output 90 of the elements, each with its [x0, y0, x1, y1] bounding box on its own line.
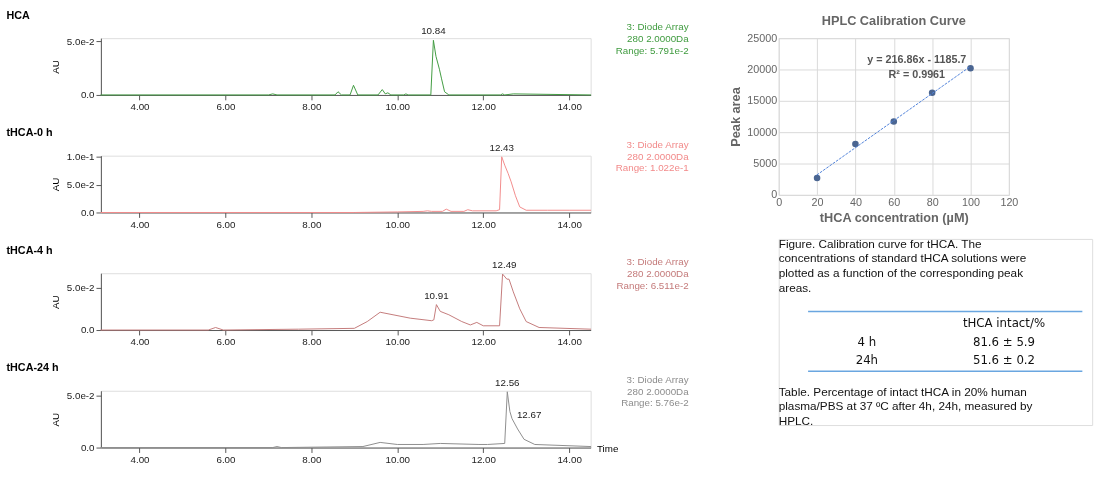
y-tick-label: 5000: [753, 156, 778, 169]
x-tick-label: 8.00: [302, 453, 322, 465]
text: 280 2.0000Da: [627, 385, 690, 397]
annotation: y = 216.86x - 1185.7: [867, 53, 967, 66]
x-tick-label: 14.00: [557, 453, 583, 465]
annotation: 10.91: [424, 289, 449, 301]
x-tick-label: 6.00: [216, 101, 237, 113]
y-tick-label: 10000: [747, 125, 778, 138]
text: Range: 5.791e-2: [615, 44, 689, 56]
text: Table. Percentage of intact tHCA in 20% human plasma/PBS at 37 ºC after 4h, 24h, measured by HPLC.: [778, 384, 1033, 428]
x-tick-label: 100: [962, 196, 980, 209]
text: 280 2.0000Da: [627, 268, 690, 280]
y-tick-label: 15000: [747, 94, 778, 107]
annotation: 12.43: [489, 141, 515, 153]
text: 3: Diode Array: [626, 373, 689, 385]
y-tick-label: 0.0: [80, 324, 96, 336]
y-axis-title: Peak area: [728, 86, 744, 147]
line-series: [100, 391, 592, 449]
x-tick-label: 14.00: [557, 101, 583, 113]
x-tick-label: 4.00: [130, 453, 151, 465]
chart-title: tHCA-4 h: [6, 243, 53, 256]
y-axis-title: AU: [49, 295, 61, 309]
y-axis-title: AU: [49, 60, 61, 74]
text: Range: 1.022e-1: [615, 162, 689, 174]
annotation: R² = 0.9961: [888, 67, 946, 80]
x-tick-label: 10.00: [385, 218, 411, 230]
point: [852, 140, 859, 148]
text: 3: Diode Array: [626, 138, 689, 150]
text: 81.6 ± 5.9: [972, 334, 1036, 349]
x-tick-label: 20: [811, 196, 824, 209]
text: 51.6 ± 0.2: [972, 353, 1036, 368]
x-axis-title: Time: [597, 442, 619, 454]
x-axis-title: tHCA concentration (µM): [819, 209, 969, 225]
annotation: 12.49: [492, 259, 517, 271]
text: 3: Diode Array: [626, 21, 689, 33]
y-tick-label: 5.0e-2: [66, 282, 95, 294]
y-tick-label: 5.0e-2: [66, 35, 95, 47]
text: 4 h: [857, 334, 877, 349]
x-tick-label: 12.00: [471, 336, 497, 348]
x-tick-label: 10.00: [385, 453, 411, 465]
x-tick-label: 60: [888, 196, 901, 209]
y-tick-label: 0.0: [80, 89, 96, 101]
x-tick-label: 4.00: [130, 101, 151, 113]
y-tick-label: 0: [771, 188, 778, 201]
x-tick-label: 4.00: [130, 336, 151, 348]
annotation: 12.67: [516, 408, 542, 420]
x-tick-label: 40: [849, 196, 862, 209]
text: 280 2.0000Da: [627, 33, 690, 45]
text: Range: 5.76e-2: [621, 397, 689, 409]
text: 280 2.0000Da: [627, 150, 690, 162]
x-tick-label: 6.00: [216, 453, 237, 465]
text: 3: Diode Array: [626, 256, 689, 268]
y-tick-label: 5.0e-2: [66, 390, 95, 402]
chart-title: HPLC Calibration Curve: [821, 13, 966, 29]
x-tick-label: 10.00: [385, 336, 411, 348]
point: [813, 174, 821, 182]
x-tick-label: 8.00: [302, 101, 322, 113]
line-series: [100, 39, 592, 96]
x-tick-label: 6.00: [216, 218, 237, 230]
y-axis-title: AU: [49, 177, 61, 192]
y-tick-label: 1.0e-1: [66, 151, 95, 163]
chart-title: tHCA-0 h: [6, 126, 53, 139]
text: Range: 6.511e-2: [616, 279, 689, 291]
x-tick-label: 14.00: [557, 336, 583, 348]
y-axis-title: AU: [49, 412, 61, 427]
annotation: 12.56: [495, 376, 521, 388]
chart-title: tHCA-24 h: [6, 361, 59, 374]
x-tick-label: 12.00: [471, 218, 497, 230]
annotation: 10.84: [421, 25, 447, 37]
y-tick-label: 0.0: [80, 206, 96, 218]
x-tick-label: 8.00: [302, 336, 322, 348]
x-tick-label: 6.00: [216, 336, 237, 348]
y-tick-label: 20000: [747, 62, 778, 75]
y-tick-label: 0.0: [80, 442, 96, 453]
text: Figure. Calibration curve for tHCA. The concentrations of standard tHCA solutions were plotted as a function of the corresponding peak areas.: [778, 236, 1027, 294]
x-tick-label: 12.00: [471, 101, 497, 113]
x-tick-label: 10.00: [385, 101, 411, 113]
y-tick-label: 25000: [747, 31, 778, 44]
x-tick-label: 12.00: [471, 453, 497, 465]
x-tick-label: 4.00: [130, 218, 151, 230]
line-series: [100, 273, 592, 331]
x-tick-label: 8.00: [302, 218, 322, 230]
chart-title: HCA: [6, 8, 31, 21]
text: 24h: [855, 353, 879, 368]
x-tick-label: 120: [1000, 196, 1019, 209]
x-tick-label: 14.00: [557, 218, 583, 230]
text: tHCA intact/%: [962, 316, 1046, 331]
y-tick-label: 5.0e-2: [66, 179, 95, 191]
x-tick-label: 80: [926, 196, 939, 209]
line-series: [100, 156, 592, 213]
